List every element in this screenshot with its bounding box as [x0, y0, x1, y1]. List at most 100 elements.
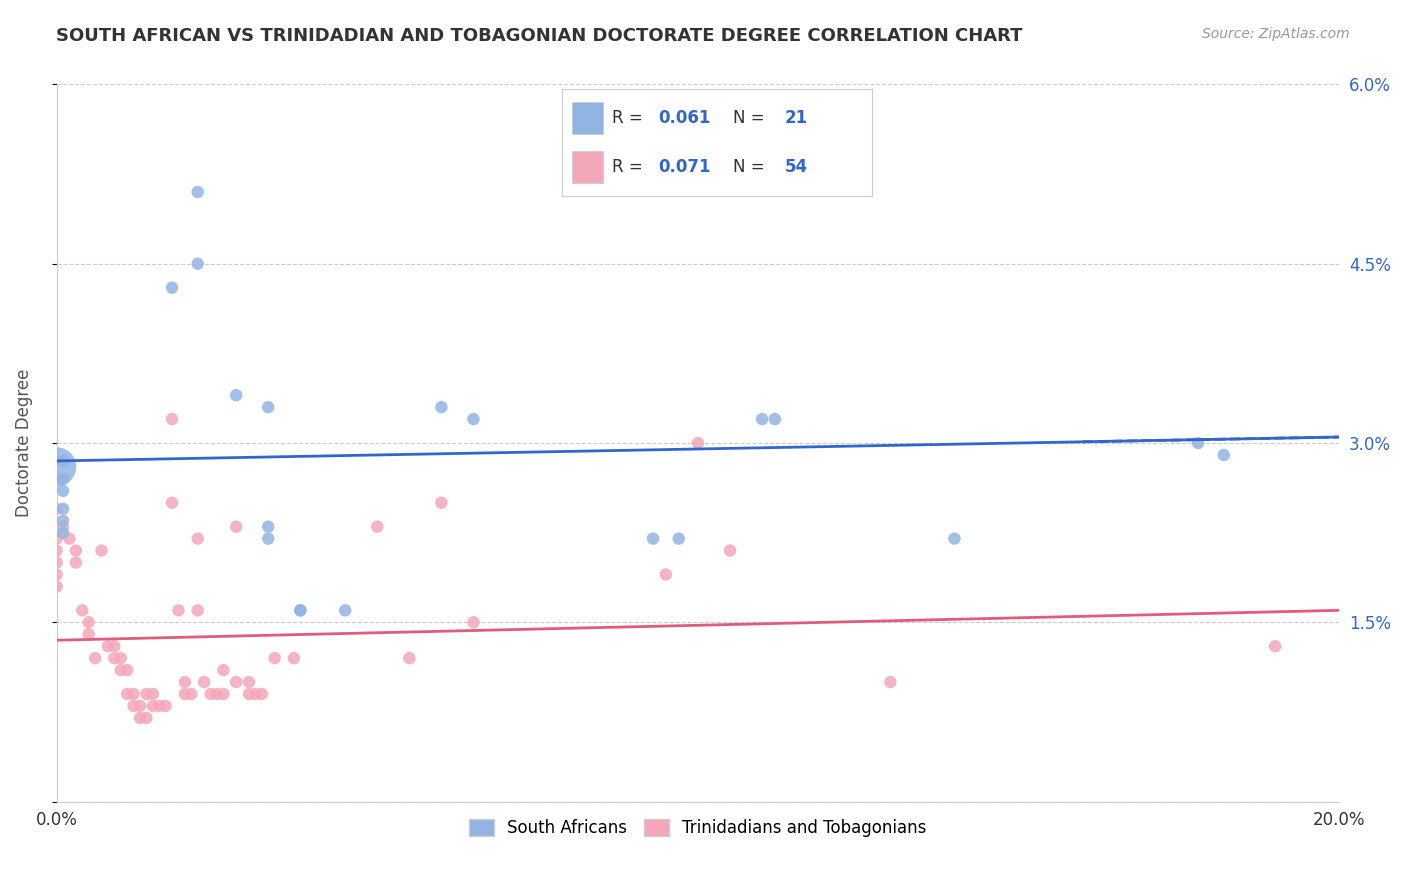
- Point: [45, 501, 67, 516]
- Text: N =: N =: [733, 159, 769, 177]
- Point: [366, 519, 388, 533]
- Point: [129, 711, 152, 725]
- Point: [257, 519, 280, 533]
- Point: [205, 687, 228, 701]
- Point: [290, 603, 312, 617]
- Bar: [572, 102, 603, 134]
- Point: [45, 543, 67, 558]
- Point: [72, 603, 94, 617]
- Point: [257, 400, 280, 414]
- Point: [65, 556, 87, 570]
- Point: [45, 532, 67, 546]
- Point: [103, 639, 125, 653]
- Text: Source: ZipAtlas.com: Source: ZipAtlas.com: [1202, 27, 1350, 41]
- Point: [58, 532, 80, 546]
- Point: [751, 412, 773, 426]
- Point: [45, 579, 67, 593]
- Point: [103, 651, 125, 665]
- Point: [187, 603, 209, 617]
- Point: [77, 615, 100, 630]
- Point: [148, 698, 170, 713]
- Text: 0.071: 0.071: [658, 159, 711, 177]
- Point: [212, 663, 235, 677]
- Point: [686, 436, 709, 450]
- Point: [160, 280, 183, 294]
- Point: [250, 687, 273, 701]
- Point: [1264, 639, 1286, 653]
- Point: [655, 567, 678, 582]
- Point: [122, 687, 145, 701]
- Point: [173, 687, 195, 701]
- Point: [430, 400, 453, 414]
- Point: [155, 698, 177, 713]
- Point: [763, 412, 786, 426]
- Point: [77, 627, 100, 641]
- Point: [115, 687, 138, 701]
- Point: [238, 687, 260, 701]
- Point: [335, 603, 357, 617]
- Point: [257, 532, 280, 546]
- Point: [97, 639, 120, 653]
- Text: SOUTH AFRICAN VS TRINIDADIAN AND TOBAGONIAN DOCTORATE DEGREE CORRELATION CHART: SOUTH AFRICAN VS TRINIDADIAN AND TOBAGON…: [56, 27, 1022, 45]
- Point: [225, 388, 247, 402]
- Point: [668, 532, 690, 546]
- Legend: South Africans, Trinidadians and Tobagonians: South Africans, Trinidadians and Tobagon…: [463, 812, 934, 844]
- Text: R =: R =: [612, 109, 648, 127]
- Point: [65, 543, 87, 558]
- Point: [52, 454, 75, 468]
- Point: [290, 603, 312, 617]
- Point: [84, 651, 107, 665]
- Point: [129, 698, 152, 713]
- Point: [187, 185, 209, 199]
- Point: [115, 663, 138, 677]
- Point: [52, 501, 75, 516]
- Text: 21: 21: [785, 109, 808, 127]
- Point: [52, 514, 75, 528]
- Point: [52, 519, 75, 533]
- Point: [167, 603, 190, 617]
- Point: [160, 496, 183, 510]
- Point: [238, 675, 260, 690]
- Point: [225, 675, 247, 690]
- Point: [641, 532, 664, 546]
- Point: [187, 532, 209, 546]
- Point: [90, 543, 112, 558]
- Point: [225, 519, 247, 533]
- Point: [135, 687, 157, 701]
- Point: [200, 687, 222, 701]
- Text: R =: R =: [612, 159, 648, 177]
- Point: [463, 615, 485, 630]
- Point: [718, 543, 741, 558]
- Point: [1187, 436, 1209, 450]
- Point: [398, 651, 420, 665]
- Point: [142, 698, 165, 713]
- Point: [463, 412, 485, 426]
- Point: [180, 687, 202, 701]
- Point: [263, 651, 285, 665]
- Point: [173, 675, 195, 690]
- Point: [879, 675, 901, 690]
- Point: [110, 651, 132, 665]
- Text: N =: N =: [733, 109, 769, 127]
- Text: 54: 54: [785, 159, 808, 177]
- Point: [245, 687, 267, 701]
- Point: [160, 412, 183, 426]
- Point: [193, 675, 215, 690]
- Point: [122, 698, 145, 713]
- Point: [1212, 448, 1234, 462]
- Text: 0.061: 0.061: [658, 109, 710, 127]
- Point: [52, 525, 75, 540]
- Point: [283, 651, 305, 665]
- Point: [110, 663, 132, 677]
- Point: [135, 711, 157, 725]
- Bar: [572, 152, 603, 184]
- Point: [212, 687, 235, 701]
- Point: [52, 472, 75, 486]
- Point: [187, 257, 209, 271]
- Point: [52, 483, 75, 498]
- Point: [430, 496, 453, 510]
- Point: [142, 687, 165, 701]
- Y-axis label: Doctorate Degree: Doctorate Degree: [15, 368, 32, 517]
- Point: [45, 567, 67, 582]
- Point: [943, 532, 966, 546]
